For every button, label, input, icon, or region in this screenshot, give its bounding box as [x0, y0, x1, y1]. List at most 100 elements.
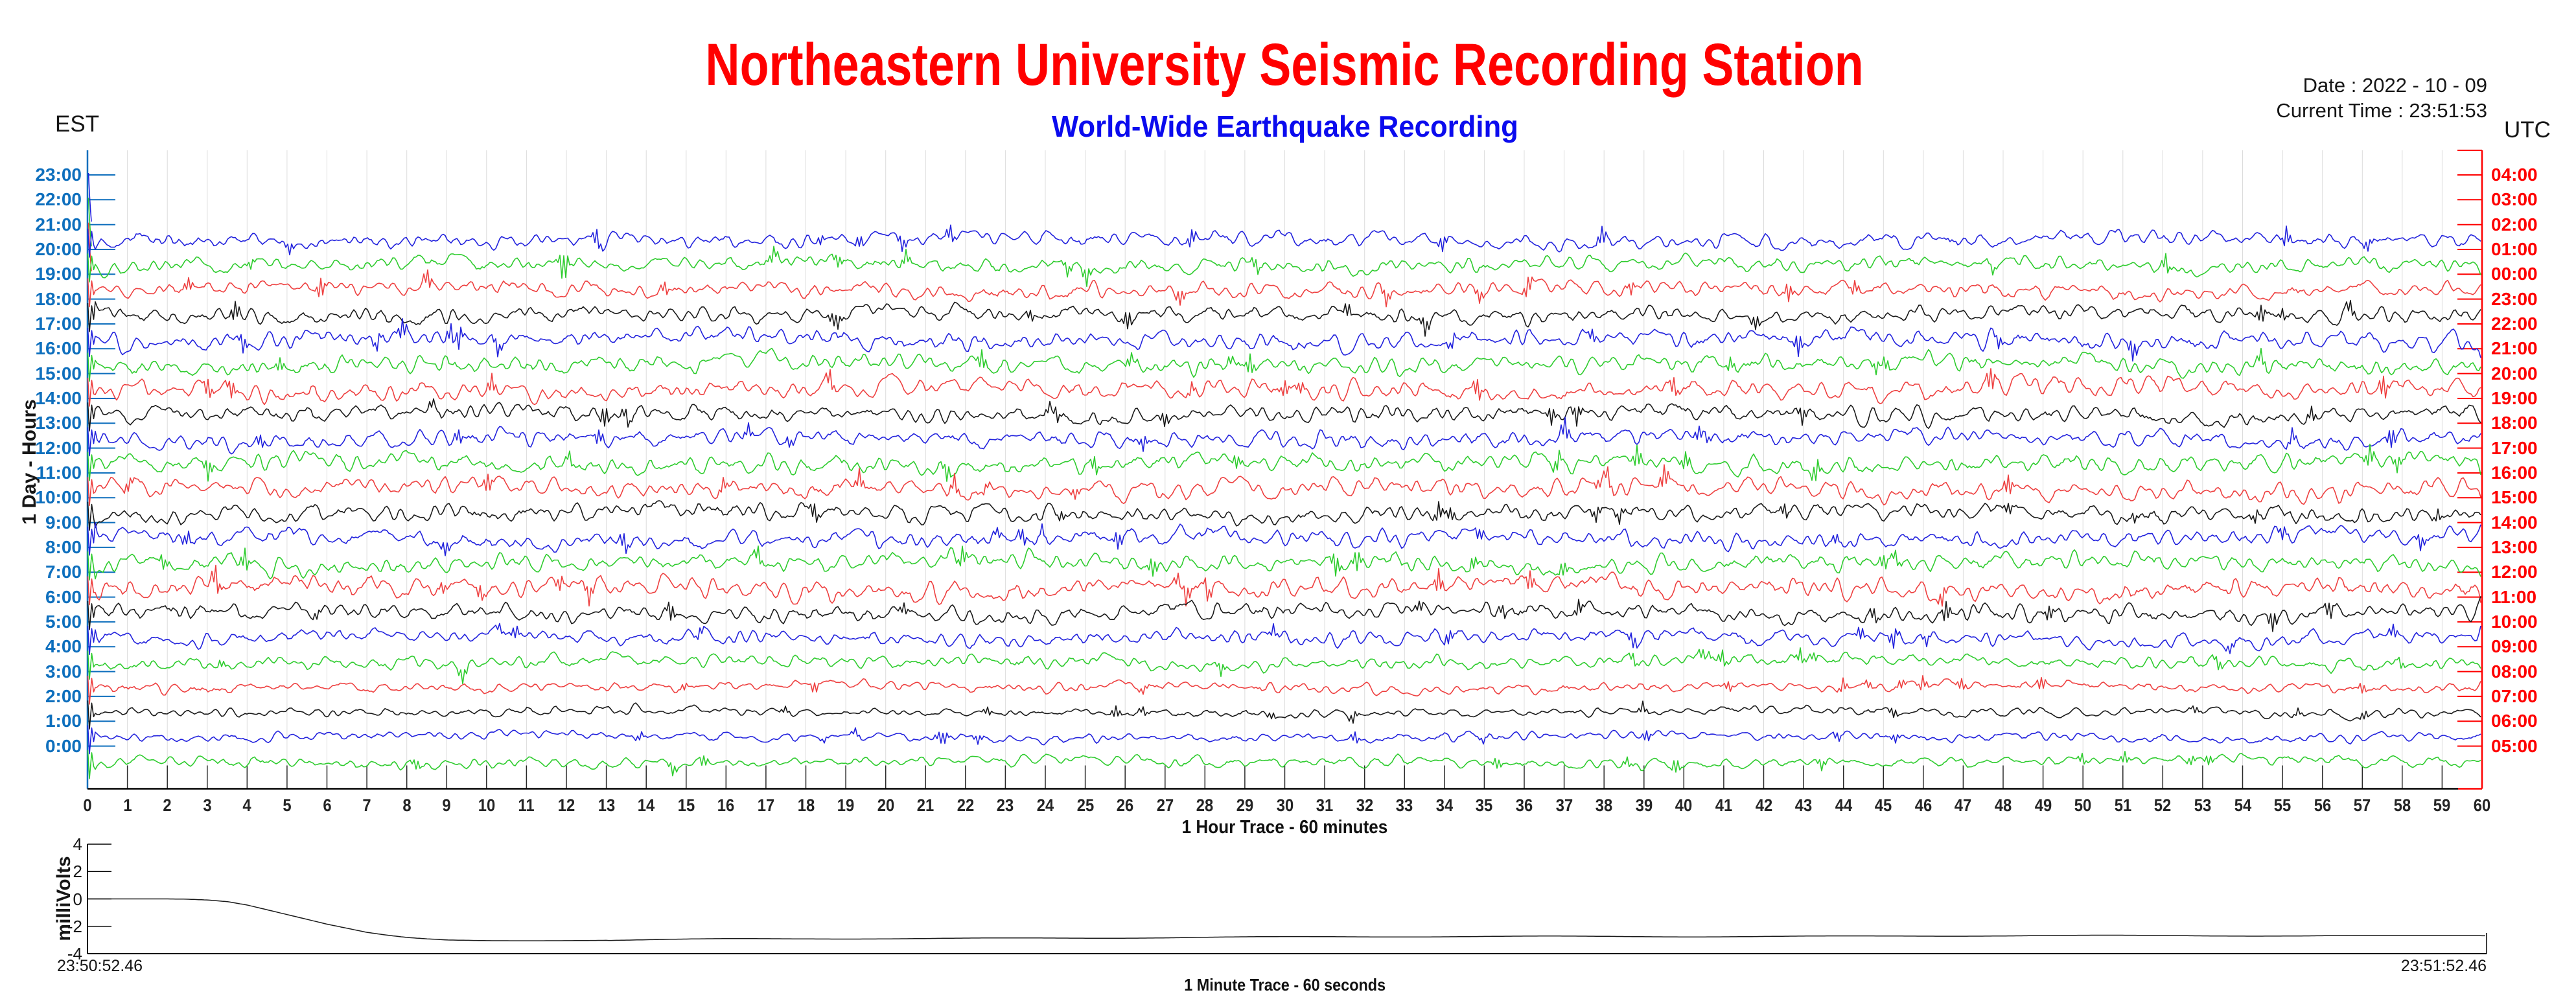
- minute-tick-label: 49: [2034, 796, 2052, 815]
- est-hour-label: 23:00: [35, 165, 82, 185]
- minute-tick-label: 31: [1316, 796, 1334, 815]
- minute-tick-label: 2: [163, 796, 172, 815]
- seismic-trace: [87, 500, 2481, 531]
- minute-tick-label: 58: [2393, 796, 2411, 815]
- minute-tick-label: 54: [2234, 796, 2251, 815]
- mini-chart-start-timestamp: 23:50:52.46: [57, 957, 143, 975]
- seismic-trace: [87, 596, 2481, 632]
- seismic-trace: [87, 443, 2481, 482]
- seismic-trace: [87, 318, 2481, 362]
- minute-tick-label: 25: [1076, 796, 1094, 815]
- minute-tick-label: 57: [2354, 796, 2371, 815]
- minute-tick-label: 11: [518, 796, 535, 815]
- seismic-trace: [87, 725, 2481, 755]
- minute-tick-label: 33: [1396, 796, 1413, 815]
- utc-hour-label: 10:00: [2491, 611, 2538, 632]
- est-hour-label: 14:00: [35, 387, 82, 408]
- seismic-trace: [87, 464, 2481, 507]
- minute-tick-label: 21: [917, 796, 934, 815]
- seismic-trace: [87, 564, 2481, 607]
- utc-hour-label: 15:00: [2491, 487, 2538, 508]
- trace-start-drop: [87, 172, 92, 222]
- utc-hour-label: 00:00: [2491, 264, 2538, 284]
- seismic-trace: [87, 269, 2481, 308]
- minute-tick-label: 14: [637, 796, 655, 815]
- est-hour-label: 19:00: [35, 264, 82, 284]
- est-hour-label: 3:00: [45, 661, 82, 682]
- mini-chart-x-title: 1 Minute Trace - 60 seconds: [1184, 975, 1386, 994]
- est-hour-label: 7:00: [45, 562, 82, 582]
- minute-tick-label: 8: [402, 796, 412, 815]
- seismic-trace: [87, 545, 2481, 581]
- minute-tick-label: 42: [1755, 796, 1772, 815]
- minute-tick-label: 35: [1476, 796, 1493, 815]
- est-hour-label: 20:00: [35, 238, 82, 259]
- est-hour-label: 15:00: [35, 363, 82, 384]
- minute-tick-label: 22: [957, 796, 975, 815]
- utc-hour-label: 01:00: [2491, 238, 2538, 259]
- minute-tick-label: 43: [1794, 796, 1813, 815]
- minute-trace: [87, 898, 2485, 941]
- millivolt-tick-label: -2: [67, 916, 82, 936]
- utc-hour-label: 05:00: [2491, 735, 2538, 756]
- minute-tick-label: 50: [2074, 796, 2092, 815]
- minute-tick-label: 15: [677, 796, 695, 815]
- minute-tick-label: 18: [797, 796, 815, 815]
- minute-tick-label: 60: [2473, 796, 2491, 815]
- minute-tick-label: 5: [283, 796, 292, 815]
- minute-tick-label: 36: [1515, 796, 1533, 815]
- minute-tick-label: 32: [1356, 796, 1373, 815]
- est-hour-label: 21:00: [35, 214, 82, 235]
- utc-hour-label: 09:00: [2491, 636, 2538, 657]
- minute-tick-label: 19: [837, 796, 855, 815]
- minute-tick-label: 24: [1036, 796, 1054, 815]
- seismic-trace: [87, 224, 2481, 258]
- utc-hour-label: 17:00: [2491, 437, 2538, 458]
- minute-tick-label: 48: [1994, 796, 2012, 815]
- millivolt-tick-label: 2: [73, 862, 82, 882]
- datetime-block: Date : 2022 - 10 - 09 Current Time : 23:…: [2164, 73, 2487, 123]
- minute-tick-label: 9: [442, 796, 451, 815]
- utc-hour-label: 13:00: [2491, 536, 2538, 557]
- utc-hour-label: 23:00: [2491, 288, 2538, 309]
- est-hour-label: 1:00: [45, 711, 82, 731]
- mini-chart-y-label: milliVolts: [53, 856, 75, 941]
- est-hour-label: 10:00: [35, 487, 82, 508]
- minute-tick-label: 38: [1595, 796, 1613, 815]
- minute-tick-label: 3: [203, 796, 212, 815]
- utc-hour-label: 07:00: [2491, 685, 2538, 706]
- minute-tick-label: 29: [1236, 796, 1254, 815]
- mini-chart-end-timestamp: 23:51:52.46: [2400, 957, 2487, 975]
- seismic-trace: [87, 647, 2481, 685]
- minute-tick-label: 23: [997, 796, 1014, 815]
- minute-tick-label: 34: [1435, 796, 1454, 815]
- minute-tick-label: 26: [1116, 796, 1134, 815]
- utc-hour-label: 12:00: [2491, 562, 2538, 582]
- seismic-trace: [87, 347, 2481, 382]
- minute-tick-label: 7: [362, 796, 371, 815]
- minute-tick-label: 0: [83, 796, 92, 815]
- seismic-trace: [87, 299, 2481, 337]
- date-text: Date : 2022 - 10 - 09: [2303, 74, 2487, 97]
- minute-tick-label: 51: [2114, 796, 2131, 815]
- seismic-trace: [87, 398, 2481, 432]
- minute-tick-label: 40: [1675, 796, 1693, 815]
- minute-tick-label: 39: [1635, 796, 1653, 815]
- minute-tick-label: 4: [242, 796, 251, 815]
- utc-hour-label: 03:00: [2491, 189, 2538, 210]
- millivolt-tick-label: 4: [73, 834, 82, 854]
- seismic-trace: [87, 700, 2481, 730]
- seismic-trace: [87, 522, 2481, 557]
- minute-tick-label: 55: [2273, 796, 2292, 815]
- seismic-trace: [87, 246, 2481, 288]
- x-axis-title: 1 Hour Trace - 60 minutes: [1181, 817, 1388, 838]
- page-title: Northeastern University Seismic Recordin…: [705, 32, 1864, 98]
- est-hour-label: 12:00: [35, 437, 82, 458]
- est-hour-label: 18:00: [35, 288, 82, 309]
- est-hour-label: 16:00: [35, 338, 82, 359]
- est-hour-label: 4:00: [45, 636, 82, 657]
- current-time-text: Current Time : 23:51:53: [2276, 99, 2487, 122]
- est-hour-label: 13:00: [35, 413, 82, 433]
- minute-tick-label: 41: [1715, 796, 1733, 815]
